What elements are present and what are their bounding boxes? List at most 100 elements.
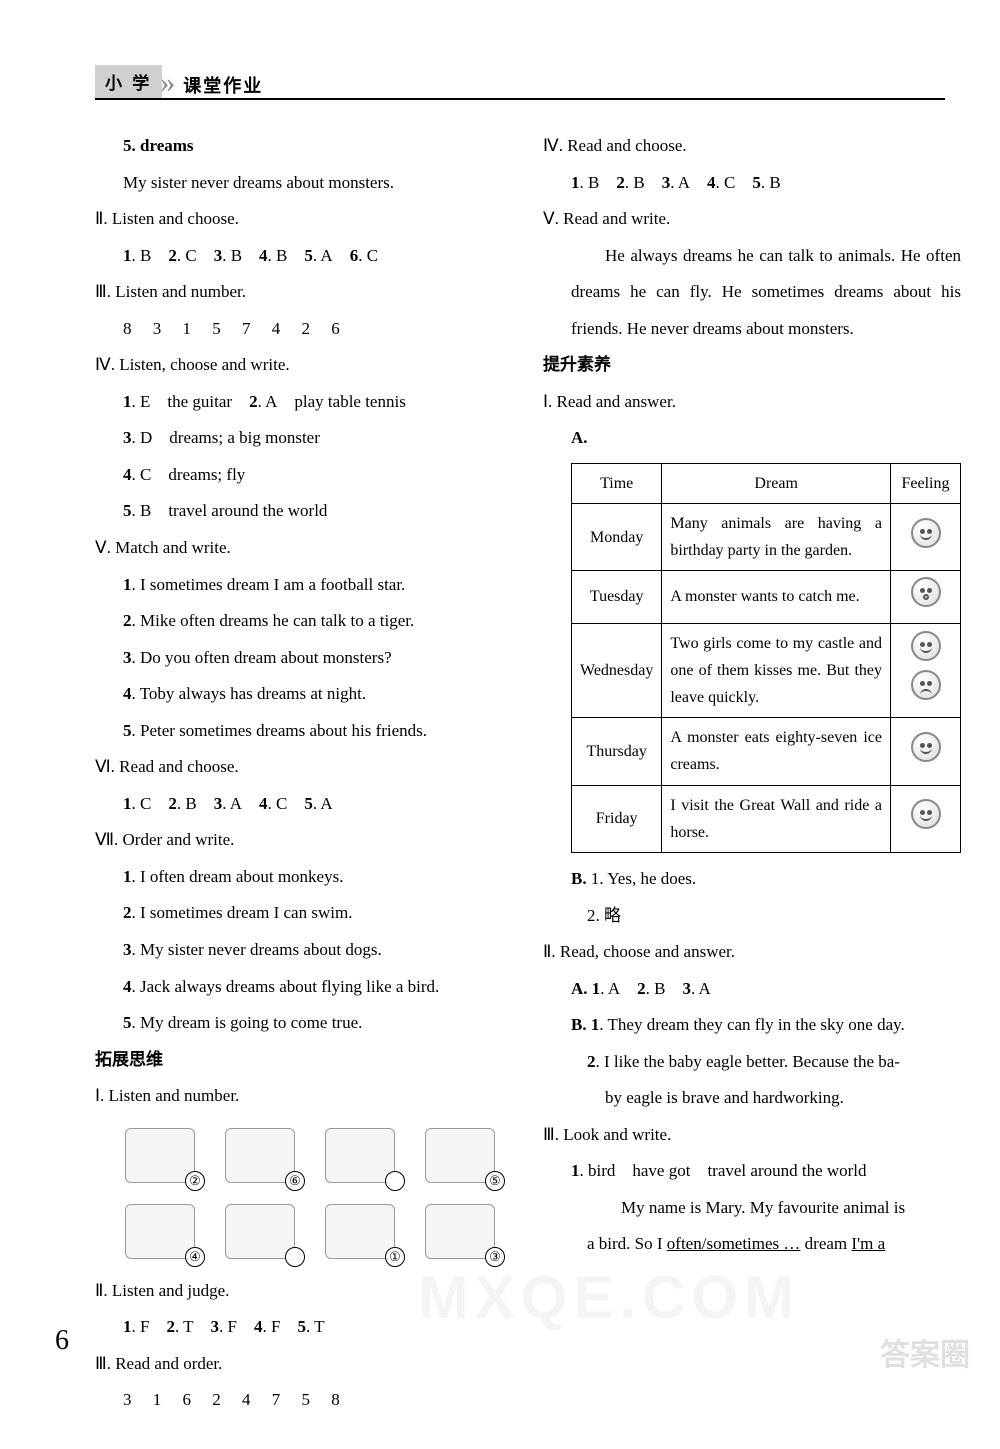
- section-title: Ⅴ. Match and write.: [95, 530, 505, 567]
- item: A. 1. A 2. B 3. A: [543, 971, 961, 1008]
- item: 3. My sister never dreams about dogs.: [95, 932, 505, 969]
- smile-face-icon: [911, 732, 941, 762]
- table-cell: Tuesday: [572, 571, 662, 623]
- item: My sister never dreams about monsters.: [95, 165, 505, 202]
- label-a: A.: [543, 420, 961, 457]
- smile-face-icon: [911, 631, 941, 661]
- clipart-icon: [425, 1204, 495, 1259]
- table-cell: [891, 785, 961, 852]
- section-title: Ⅵ. Read and choose.: [95, 749, 505, 786]
- page-header: 小 学 » 课堂作业: [95, 60, 945, 100]
- table-cell: [891, 504, 961, 571]
- item: B. 1. They dream they can fly in the sky…: [543, 1007, 961, 1044]
- image-cell: ⑥: [215, 1121, 305, 1191]
- item: 4. Toby always has dreams at night.: [95, 676, 505, 713]
- image-cell: ③: [415, 1197, 505, 1267]
- item: 2. I like the baby eagle better. Because…: [543, 1044, 961, 1081]
- right-column: Ⅳ. Read and choose. 1. B 2. B 3. A 4. C …: [543, 128, 961, 1419]
- chevron-icon: »: [160, 73, 175, 93]
- section-title: Ⅳ. Listen, choose and write.: [95, 347, 505, 384]
- table-header: Feeling: [891, 463, 961, 503]
- item: a bird. So I often/sometimes … dream I'm…: [543, 1226, 961, 1263]
- underlined-text: often/sometimes …: [667, 1234, 801, 1253]
- item: 5. B travel around the world: [95, 493, 505, 530]
- item: B. 1. Yes, he does.: [543, 861, 961, 898]
- watermark-url: MXQE.COM: [419, 1263, 800, 1332]
- item: 8 3 1 5 7 4 2 6: [95, 311, 505, 348]
- header-label-primary: 小 学: [95, 65, 162, 98]
- image-cell: ④: [115, 1197, 205, 1267]
- item: 5. Peter sometimes dreams about his frie…: [95, 713, 505, 750]
- image-row: ④ ① ③: [115, 1197, 505, 1267]
- item: 4. C dreams; fly: [95, 457, 505, 494]
- table-cell: A monster wants to catch me.: [662, 571, 891, 623]
- section-title: Ⅱ. Listen and choose.: [95, 201, 505, 238]
- section-title: Ⅰ. Listen and number.: [95, 1078, 505, 1115]
- table-cell: Thursday: [572, 718, 662, 785]
- item: 1. I often dream about monkeys.: [95, 859, 505, 896]
- image-cell: [315, 1121, 405, 1191]
- item: 3. Do you often dream about monsters?: [95, 640, 505, 677]
- table-cell: A monster eats eighty-seven ice creams.: [662, 718, 891, 785]
- section-heading: 提升素养: [543, 347, 961, 384]
- table-cell: Two girls come to my castle and one of t…: [662, 623, 891, 718]
- circle-number: ②: [185, 1171, 205, 1191]
- section-title: Ⅴ. Read and write.: [543, 201, 961, 238]
- sad-face-icon: [911, 670, 941, 700]
- section-title: Ⅱ. Read, choose and answer.: [543, 934, 961, 971]
- section-title: Ⅲ. Read and order.: [95, 1346, 505, 1383]
- item: 3 1 6 2 4 7 5 8: [95, 1382, 505, 1419]
- circle-number: ①: [385, 1247, 405, 1267]
- smile-face-icon: [911, 518, 941, 548]
- circle-number: ⑤: [485, 1171, 505, 1191]
- section-title: Ⅰ. Read and answer.: [543, 384, 961, 421]
- shock-face-icon: [911, 577, 941, 607]
- item: 1. bird have got travel around the world: [543, 1153, 961, 1190]
- circle-blank: [385, 1171, 405, 1191]
- paragraph: He always dreams he can talk to animals.…: [543, 238, 961, 348]
- clipart-icon: [325, 1204, 395, 1259]
- section-title: Ⅲ. Look and write.: [543, 1117, 961, 1154]
- table-cell: Many animals are having a birthday party…: [662, 504, 891, 571]
- text: dream: [800, 1234, 851, 1253]
- clipart-icon: [225, 1128, 295, 1183]
- table-header: Dream: [662, 463, 891, 503]
- table-cell: [891, 623, 961, 718]
- section-title: Ⅳ. Read and choose.: [543, 128, 961, 165]
- smile-face-icon: [911, 799, 941, 829]
- table-cell: [891, 571, 961, 623]
- section-title: Ⅲ. Listen and number.: [95, 274, 505, 311]
- section-heading: 拓展思维: [95, 1042, 505, 1079]
- item: 1. E the guitar 2. A play table tennis: [95, 384, 505, 421]
- text: a bird. So I: [587, 1234, 667, 1253]
- clipart-icon: [325, 1128, 395, 1183]
- item: 2. 略: [543, 898, 961, 935]
- table-cell: Friday: [572, 785, 662, 852]
- item: 5. dreams: [95, 128, 505, 165]
- item: 2. I sometimes dream I can swim.: [95, 895, 505, 932]
- image-row: ② ⑥ ⑤: [115, 1121, 505, 1191]
- table-header: Time: [572, 463, 662, 503]
- watermark-logo: 答案圈: [880, 1330, 970, 1374]
- item: 1. B 2. B 3. A 4. C 5. B: [543, 165, 961, 202]
- circle-number: ④: [185, 1247, 205, 1267]
- clipart-icon: [125, 1128, 195, 1183]
- image-cell: ⑤: [415, 1121, 505, 1191]
- table-cell: Wednesday: [572, 623, 662, 718]
- item: 1. I sometimes dream I am a football sta…: [95, 567, 505, 604]
- clipart-icon: [125, 1204, 195, 1259]
- circle-number: ⑥: [285, 1171, 305, 1191]
- circle-blank: [285, 1247, 305, 1267]
- clipart-icon: [425, 1128, 495, 1183]
- image-cell: [215, 1197, 305, 1267]
- page-number: 6: [55, 1325, 69, 1357]
- item: 3. D dreams; a big monster: [95, 420, 505, 457]
- item: 4. Jack always dreams about flying like …: [95, 969, 505, 1006]
- section-title: Ⅶ. Order and write.: [95, 822, 505, 859]
- header-label-secondary: 课堂作业: [183, 72, 263, 98]
- item: My name is Mary. My favourite animal is: [543, 1190, 961, 1227]
- underlined-text: I'm a: [851, 1234, 885, 1253]
- item: 2. Mike often dreams he can talk to a ti…: [95, 603, 505, 640]
- item: 1. B 2. C 3. B 4. B 5. A 6. C: [95, 238, 505, 275]
- image-cell: ①: [315, 1197, 405, 1267]
